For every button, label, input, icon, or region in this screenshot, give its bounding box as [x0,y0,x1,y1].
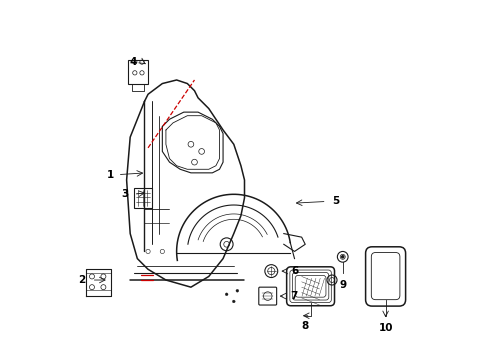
FancyBboxPatch shape [289,270,331,302]
Text: 8: 8 [301,321,308,331]
Text: 9: 9 [339,280,346,290]
FancyBboxPatch shape [258,287,276,305]
Circle shape [225,293,227,296]
Text: 1: 1 [107,170,114,180]
Text: 7: 7 [290,291,297,301]
Circle shape [235,289,238,292]
FancyBboxPatch shape [134,188,151,207]
Text: 4: 4 [130,57,137,67]
FancyBboxPatch shape [295,275,325,297]
FancyBboxPatch shape [286,267,334,306]
Text: 10: 10 [378,323,392,333]
FancyBboxPatch shape [292,273,328,300]
Text: 5: 5 [331,197,339,206]
Circle shape [232,300,235,303]
Text: 2: 2 [78,275,85,285]
FancyBboxPatch shape [128,60,148,84]
FancyBboxPatch shape [365,247,405,306]
FancyBboxPatch shape [370,252,399,300]
Circle shape [341,256,343,258]
Text: 6: 6 [290,266,298,276]
Text: 3: 3 [121,189,128,199]
